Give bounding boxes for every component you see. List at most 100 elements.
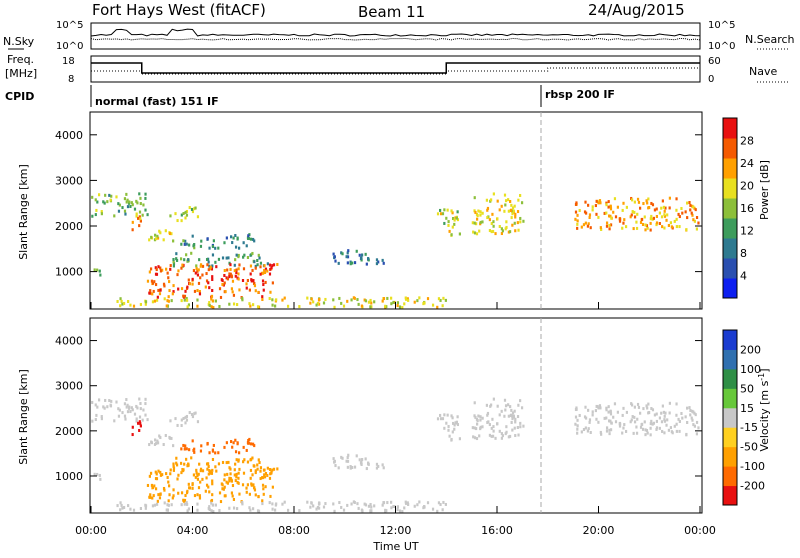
velocity-cell	[655, 426, 659, 430]
velocity-cell	[98, 473, 101, 477]
velocity-cell	[384, 508, 387, 512]
velocity-cell	[229, 477, 232, 481]
velocity-cell	[97, 398, 101, 402]
velocity-cell	[492, 425, 495, 429]
velocity-colorbar-label: Velocity [m s-1]	[757, 368, 772, 451]
power-cell	[442, 296, 445, 300]
velocity-cell	[271, 502, 274, 506]
velocity-cell	[520, 406, 524, 410]
power-cell	[204, 285, 207, 289]
velocity-cell	[522, 424, 525, 428]
power-cell	[248, 288, 251, 292]
power-cell	[237, 267, 240, 271]
power-cell	[516, 221, 519, 225]
power-cell	[129, 303, 132, 307]
power-cell	[210, 305, 213, 309]
power-cell	[406, 297, 409, 301]
velocity-cell	[646, 406, 649, 410]
power-cell	[403, 302, 406, 306]
power-cell	[94, 198, 97, 202]
power-cell	[132, 304, 136, 308]
velocity-cell	[684, 415, 687, 419]
power-cell	[607, 200, 610, 204]
colorbar-tick-label: -200	[740, 480, 765, 493]
velocity-cell	[370, 505, 373, 509]
velocity-cell	[191, 415, 195, 419]
velocity-cell	[358, 458, 361, 462]
velocity-cell	[131, 408, 134, 412]
power-cell	[324, 297, 327, 301]
velocity-cell	[338, 501, 341, 505]
velocity-cell	[612, 415, 615, 419]
power-cell	[500, 204, 503, 208]
power-cell	[690, 211, 693, 215]
power-cell	[418, 296, 421, 300]
power-cell	[159, 288, 162, 292]
power-cell	[168, 289, 171, 293]
velocity-cell	[187, 507, 191, 511]
velocity-cell	[631, 415, 634, 419]
power-cell	[685, 228, 688, 232]
power-cell	[253, 260, 256, 264]
power-cell	[316, 301, 320, 305]
velocity-cell	[456, 415, 459, 419]
power-cell	[223, 269, 226, 273]
velocity-cell	[340, 505, 343, 509]
velocity-cell	[574, 422, 577, 426]
power-cell	[621, 208, 624, 212]
power-cell	[451, 217, 455, 221]
velocity-cell	[157, 493, 160, 497]
velocity-cell	[616, 410, 619, 414]
velocity-cell	[613, 402, 617, 406]
velocity-cell	[664, 411, 667, 415]
power-cell	[448, 229, 451, 233]
power-cell	[382, 261, 385, 265]
power-cell	[139, 219, 142, 223]
power-cell	[235, 253, 238, 257]
power-cell	[142, 203, 145, 207]
velocity-cell	[197, 486, 201, 490]
power-cell	[662, 205, 665, 209]
velocity-cell	[605, 429, 609, 433]
velocity-cell	[158, 434, 161, 438]
velocity-cell	[184, 421, 187, 425]
power-cell	[245, 244, 248, 248]
power-cell	[188, 282, 192, 286]
velocity-cell	[193, 447, 196, 451]
velocity-cell	[632, 431, 635, 435]
power-ylabel: Slant Range [km]	[17, 164, 30, 260]
velocity-cell	[514, 417, 517, 421]
velocity-cell	[401, 510, 404, 514]
colorbar-swatch	[723, 446, 737, 467]
power-cell	[224, 290, 227, 294]
power-cell	[166, 299, 169, 303]
power-cell	[574, 217, 577, 221]
power-cell	[234, 245, 238, 249]
power-cell	[349, 262, 352, 266]
velocity-cell	[270, 470, 273, 474]
power-cell	[234, 274, 237, 278]
power-cell	[369, 305, 372, 309]
noise-left-tick-top: 10^5	[56, 20, 83, 31]
power-cell	[232, 302, 236, 306]
power-cell	[436, 305, 439, 309]
velocity-cell	[94, 418, 97, 422]
velocity-cell	[507, 403, 510, 407]
velocity-cell	[125, 398, 128, 402]
velocity-cell	[214, 451, 217, 455]
power-cell	[492, 192, 495, 196]
noise-right-tick-bottom: 10^0	[708, 41, 735, 52]
velocity-cell	[513, 426, 516, 430]
velocity-cell	[351, 466, 354, 470]
power-cell	[363, 298, 366, 302]
velocity-cell	[496, 422, 499, 426]
velocity-cell	[165, 508, 168, 512]
power-cell	[254, 264, 257, 268]
velocity-cell	[172, 444, 175, 448]
power-cell	[223, 281, 226, 285]
velocity-cell	[149, 493, 152, 497]
power-cell	[156, 295, 159, 299]
velocity-cell	[122, 505, 126, 509]
velocity-cell	[511, 417, 514, 421]
velocity-cell	[183, 498, 187, 502]
